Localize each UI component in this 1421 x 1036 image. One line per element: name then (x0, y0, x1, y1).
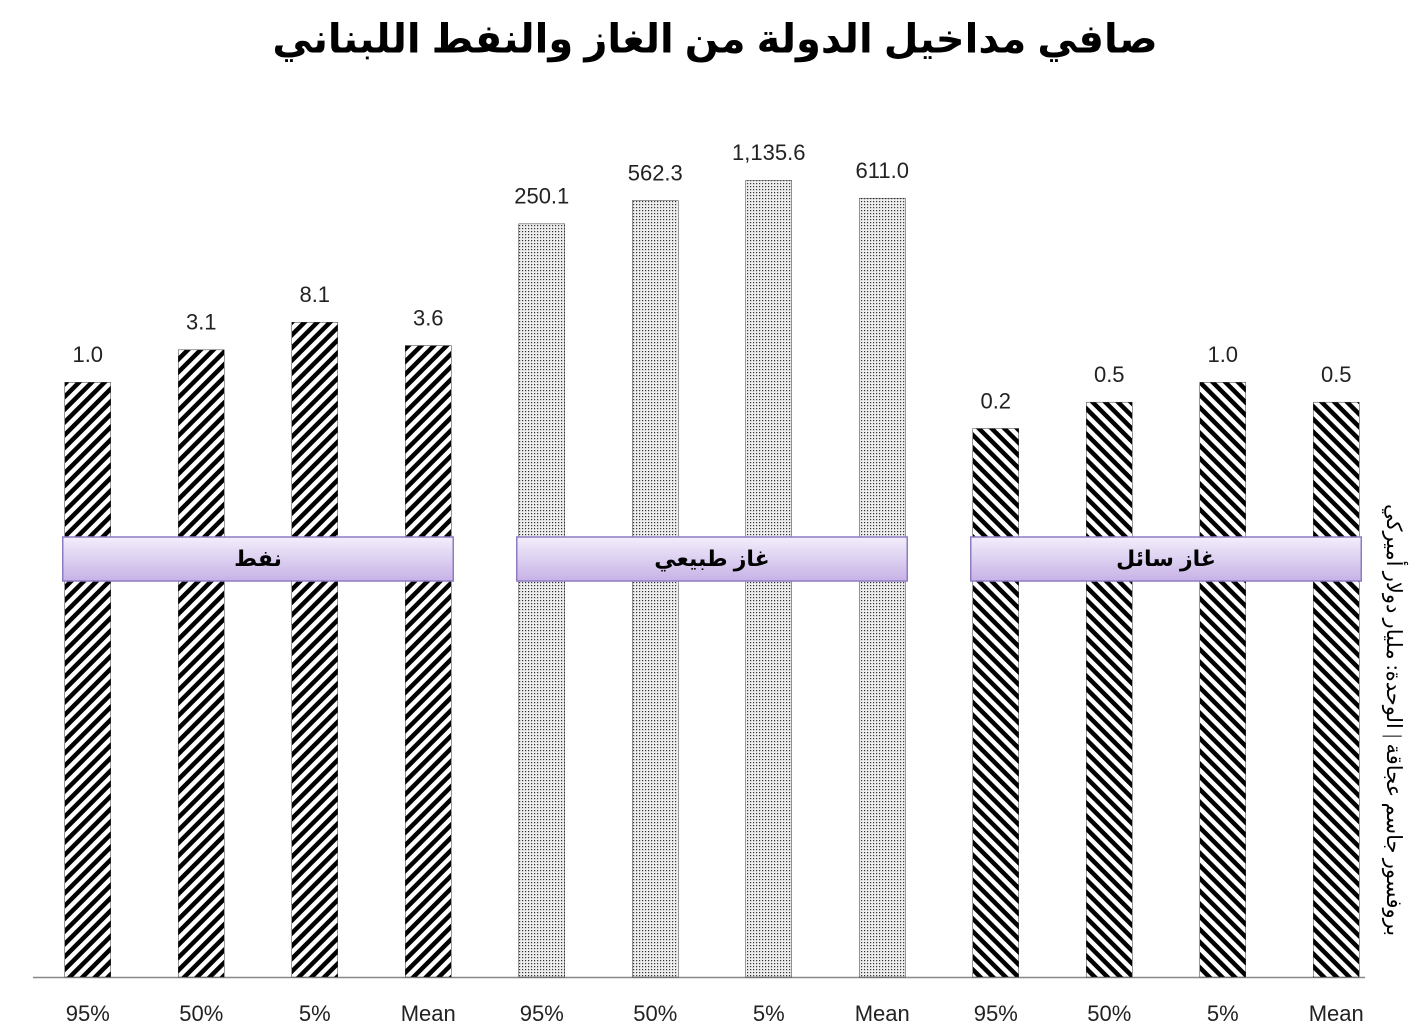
x-tick-label: Mean (855, 1001, 910, 1026)
x-tick-label: 50% (179, 1001, 223, 1026)
value-label: 8.1 (299, 282, 330, 307)
y-axis-label: بروفسور جاسم عجاقة | الوحدة: مليار دولار… (1381, 504, 1409, 936)
legend-label: غاز طبيعي (654, 546, 769, 572)
legend-label: نفط (234, 546, 282, 571)
chart-title: صافي مداخيل الدولة من الغاز والنفط اللبن… (272, 18, 1157, 63)
legend-box (62, 536, 454, 582)
legend-label: غاز سائل (1116, 546, 1216, 571)
x-tick-label: 95% (520, 1001, 564, 1026)
x-tick-label: Mean (1309, 1001, 1364, 1026)
x-tick-label: 50% (1087, 1001, 1131, 1026)
bar (64, 382, 111, 978)
bar (1199, 382, 1246, 978)
value-label: 611.0 (856, 158, 909, 183)
value-label: 562.3 (628, 160, 683, 185)
value-label: 1.0 (72, 342, 103, 367)
legend-box (516, 536, 908, 582)
x-tick-label: 50% (633, 1001, 677, 1026)
x-tick-label: 5% (299, 1001, 331, 1026)
legend-box (970, 536, 1362, 582)
value-label: 250.1 (514, 184, 569, 209)
bar (178, 349, 225, 978)
x-tick-label: 5% (1207, 1001, 1239, 1026)
value-label: 0.2 (980, 388, 1011, 413)
x-tick-label: Mean (401, 1001, 456, 1026)
bar (859, 197, 906, 978)
bar (405, 345, 452, 978)
x-tick-label: 95% (974, 1001, 1018, 1026)
value-label: 3.6 (413, 305, 444, 330)
x-tick-label: 95% (66, 1001, 110, 1026)
bar (632, 200, 679, 978)
value-label: 3.1 (186, 310, 217, 335)
bar (1086, 401, 1133, 978)
x-tick-label: 5% (753, 1001, 785, 1026)
bar (972, 428, 1019, 978)
value-label: 0.5 (1094, 362, 1125, 387)
value-label: 1,135.6 (732, 140, 805, 165)
bar (291, 322, 338, 978)
value-label: 1.0 (1207, 342, 1238, 367)
bar (1313, 401, 1360, 978)
value-label: 0.5 (1321, 362, 1352, 387)
bar (518, 223, 565, 978)
